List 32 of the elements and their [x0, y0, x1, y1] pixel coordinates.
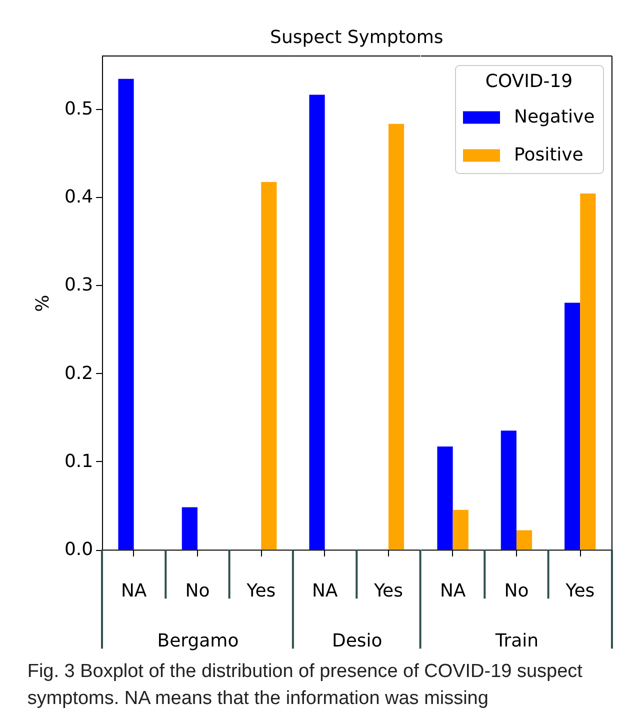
- x-axis-title: Bergamo: [157, 630, 239, 652]
- x-tick-label: Yes: [246, 580, 276, 602]
- x-tick-label: Yes: [372, 580, 403, 602]
- y-tick-label: 0.1: [64, 450, 94, 472]
- x-tick-label: NA: [312, 580, 338, 602]
- caption: Fig. 3 Boxplot of the distribution of presence of COVID-19 suspect symptoms. NA means that the information was missing: [27, 661, 584, 710]
- x-axis-title: Train: [494, 630, 539, 652]
- y-tick-label: 0.5: [64, 98, 94, 120]
- y-tick-label: 0.2: [64, 362, 94, 384]
- bar: [516, 530, 532, 550]
- x-tick-label: Yes: [564, 580, 595, 602]
- bar: [261, 182, 277, 550]
- y-axis-title: %: [32, 294, 54, 312]
- x-tick-label: NA: [120, 580, 148, 602]
- y-tick-label: 0.4: [64, 186, 94, 208]
- x-axis-title: Desio: [332, 630, 382, 652]
- bar: [452, 510, 468, 550]
- legend-label: Negative: [514, 106, 595, 128]
- bar: [437, 446, 453, 550]
- legend-title: COVID-19: [485, 71, 573, 92]
- legend-label: Positive: [514, 144, 584, 166]
- y-tick-label: 0.0: [64, 539, 94, 560]
- y-tick-label: 0.3: [64, 274, 94, 296]
- bar: [564, 302, 580, 550]
- x-tick-label: NA: [440, 580, 466, 602]
- bar: [182, 507, 198, 550]
- bar: [118, 78, 134, 550]
- chart-title: Suspect Symptoms: [270, 27, 444, 48]
- bar: [580, 194, 596, 550]
- x-tick-label: No: [185, 580, 210, 602]
- x-tick-label: No: [504, 580, 529, 602]
- bar: [500, 430, 516, 550]
